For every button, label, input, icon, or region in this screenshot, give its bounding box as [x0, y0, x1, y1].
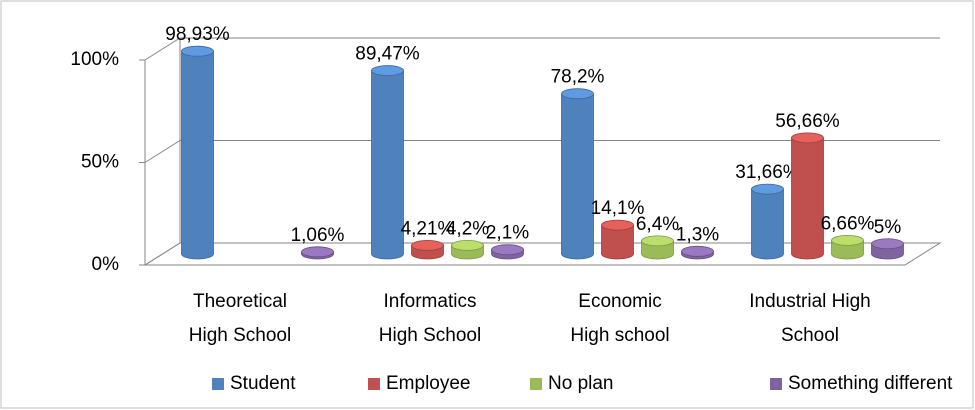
value-label: 2,1% — [486, 223, 529, 244]
value-label: 14,1% — [591, 198, 645, 219]
x-tick-label: Theoretical High School — [189, 291, 291, 346]
bar — [831, 234, 864, 260]
legend-label: No plan — [548, 373, 614, 394]
bar-body — [371, 70, 404, 260]
bar-top — [601, 219, 634, 231]
bar-top — [561, 88, 594, 100]
x-tick-label: Industrial High School — [749, 291, 870, 346]
legend-label: Employee — [386, 373, 471, 394]
x-tick-label: Economic High school — [570, 291, 669, 346]
bar — [601, 219, 634, 260]
legend-swatch — [368, 378, 380, 390]
bar-body — [181, 50, 214, 260]
legend-label: Student — [230, 373, 296, 394]
bar — [871, 238, 904, 260]
bar-top — [181, 45, 214, 57]
value-label: 4,2% — [446, 218, 489, 239]
bar — [561, 88, 594, 260]
bar-top — [491, 244, 524, 256]
bar-top — [641, 235, 674, 247]
bar-top — [411, 239, 444, 251]
bar-body — [561, 93, 594, 260]
bar — [181, 45, 214, 260]
value-label: 6,4% — [636, 214, 679, 235]
value-label: 1,3% — [676, 224, 719, 245]
bar — [411, 239, 444, 260]
bar — [641, 235, 674, 260]
y-tick-label: 50% — [81, 152, 119, 173]
bar-body — [601, 224, 634, 260]
bar-top — [791, 132, 824, 144]
bar-top — [451, 239, 484, 251]
bar-body — [751, 188, 784, 260]
value-label: 6,66% — [821, 213, 875, 234]
bar-top — [751, 183, 784, 195]
value-label: 4,21% — [401, 218, 455, 239]
bar-body — [791, 137, 824, 260]
bar — [681, 245, 714, 260]
bar — [751, 183, 784, 260]
value-label: 78,2% — [551, 67, 605, 88]
bar — [301, 246, 334, 260]
bar-top — [681, 245, 714, 257]
bar — [371, 65, 404, 260]
y-tick-label: 100% — [70, 49, 119, 70]
legend-swatch — [212, 378, 224, 390]
bar-top — [831, 234, 864, 246]
value-label: 89,47% — [355, 44, 420, 65]
grid-line — [144, 242, 940, 266]
y-tick-label: 0% — [92, 254, 120, 275]
value-label: 1,06% — [291, 225, 345, 246]
value-label: 56,66% — [775, 111, 840, 132]
bar-top — [871, 238, 904, 250]
value-label: 5% — [874, 217, 902, 238]
grid-line — [144, 140, 940, 163]
bar — [451, 239, 484, 260]
bar — [491, 244, 524, 260]
legend-label: Something different — [788, 373, 953, 394]
bar-top — [301, 246, 334, 258]
legend-swatch — [770, 378, 782, 390]
legend-swatch — [530, 378, 542, 390]
bar — [791, 132, 824, 260]
x-tick-label: Informatics High School — [379, 291, 481, 346]
value-label: 98,93% — [165, 24, 230, 45]
bar-top — [371, 65, 404, 76]
grid-line — [144, 37, 940, 61]
value-label: 31,66% — [735, 162, 800, 183]
